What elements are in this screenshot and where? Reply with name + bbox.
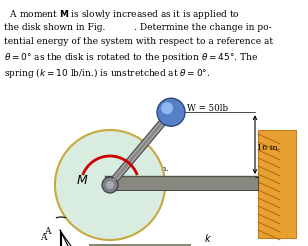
Text: $M$: $M$ bbox=[76, 173, 88, 186]
Circle shape bbox=[55, 130, 165, 240]
Text: $k$: $k$ bbox=[204, 232, 212, 244]
Text: $\theta = 0°$ as the disk is rotated to the position $\theta = 45°$. The: $\theta = 0°$ as the disk is rotated to … bbox=[4, 51, 258, 64]
Text: W = 50lb: W = 50lb bbox=[187, 104, 228, 113]
Bar bbox=[105, 176, 258, 190]
Circle shape bbox=[102, 177, 118, 193]
Text: A: A bbox=[44, 228, 51, 236]
Text: 8 in.: 8 in. bbox=[151, 165, 169, 173]
Text: tential energy of the system with respect to a reference at: tential energy of the system with respec… bbox=[4, 37, 273, 46]
Circle shape bbox=[161, 102, 173, 114]
Text: the disk shown in Fig.          . Determine the change in po-: the disk shown in Fig. . Determine the c… bbox=[4, 22, 272, 31]
Circle shape bbox=[157, 98, 185, 126]
Text: spring ($k = 10$ lb/in.) is unstretched at $\theta = 0°$.: spring ($k = 10$ lb/in.) is unstretched … bbox=[4, 66, 210, 80]
Circle shape bbox=[106, 181, 114, 189]
Text: A: A bbox=[40, 232, 47, 242]
Bar bbox=[258, 130, 296, 238]
Text: 16 in.: 16 in. bbox=[257, 144, 280, 152]
Text: A moment $\mathbf{M}$ is slowly increased as it is applied to: A moment $\mathbf{M}$ is slowly increase… bbox=[4, 8, 240, 21]
